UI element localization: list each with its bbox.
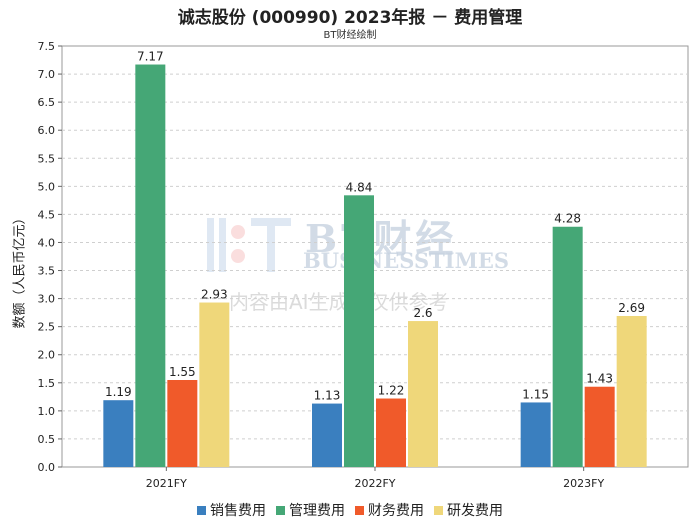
legend: 销售费用 管理费用 财务费用 研发费用 <box>0 500 700 520</box>
x-tick-label: 2022FY <box>354 477 395 490</box>
y-tick-label: 7.0 <box>38 68 56 81</box>
data-label: 7.17 <box>137 50 164 64</box>
data-label: 2.93 <box>201 288 228 302</box>
y-tick-label: 6.5 <box>38 96 56 109</box>
legend-item: 研发费用 <box>434 500 503 520</box>
legend-swatch <box>197 505 206 515</box>
y-tick-label: 1.5 <box>38 377 56 390</box>
y-axis-label: 数额（人民币亿元） <box>12 211 28 329</box>
bar <box>344 195 374 467</box>
bar <box>408 321 438 467</box>
bar <box>584 386 615 467</box>
legend-label: 研发费用 <box>447 503 503 519</box>
bar <box>616 316 647 467</box>
chart-title: 诚志股份 (000990) 2023年报 － 费用管理 <box>177 8 523 28</box>
legend-label: 管理费用 <box>289 503 345 519</box>
x-axis: 2021FY 2022FY 2023FY <box>146 467 604 490</box>
y-tick-label: 7.5 <box>38 40 56 53</box>
legend-swatch <box>276 505 285 515</box>
data-labels: 1.19 7.17 1.55 2.93 1.13 4.84 1.22 2.6 1.15 4.28 1… <box>105 50 645 403</box>
bar <box>376 398 406 467</box>
y-tick-label: 5.0 <box>38 180 56 193</box>
y-tick-label: 3.0 <box>38 293 56 306</box>
y-tick-label: 6.0 <box>38 124 56 137</box>
y-tick-label: 4.5 <box>38 208 56 221</box>
bars <box>103 64 647 468</box>
chart-subtitle: BT财经绘制 <box>323 30 377 41</box>
y-tick-label: 4.0 <box>38 236 56 249</box>
data-label: 2.69 <box>618 301 645 315</box>
y-tick-label: 1.0 <box>38 405 56 418</box>
data-label: 1.13 <box>314 389 341 403</box>
legend-label: 财务费用 <box>368 503 424 519</box>
legend-item: 财务费用 <box>355 500 424 520</box>
y-tick-label: 2.5 <box>38 321 56 334</box>
bar <box>135 64 166 468</box>
data-label: 1.22 <box>378 384 405 398</box>
legend-swatch <box>355 505 364 515</box>
y-tick-label: 3.5 <box>38 265 56 278</box>
data-label: 4.84 <box>346 180 373 194</box>
data-label: 1.15 <box>522 387 549 401</box>
x-tick-label: 2023FY <box>563 477 604 490</box>
data-label: 1.19 <box>105 385 132 399</box>
data-label: 2.6 <box>413 306 432 320</box>
bar <box>167 379 198 467</box>
y-axis: 0.0 0.5 1.0 1.5 2.0 2.5 3.0 3.5 4.0 4.5 5.0 5.5 6.0 6… <box>38 40 62 474</box>
y-tick-label: 0.5 <box>38 433 56 446</box>
y-axis-label-wrap: 数额（人民币亿元） <box>8 211 28 328</box>
y-tick-label: 2.0 <box>38 349 56 362</box>
legend-item: 销售费用 <box>197 500 266 520</box>
bar <box>552 226 583 467</box>
grid-lines <box>61 45 689 468</box>
data-label: 4.28 <box>554 212 581 226</box>
legend-item: 管理费用 <box>276 500 345 520</box>
legend-swatch <box>434 505 443 515</box>
bar <box>103 400 134 467</box>
legend-label: 销售费用 <box>210 503 266 519</box>
bar <box>520 402 551 467</box>
y-tick-label: 5.5 <box>38 152 56 165</box>
x-tick-label: 2021FY <box>146 477 187 490</box>
bar <box>199 302 230 467</box>
bar <box>312 403 342 467</box>
data-label: 1.55 <box>169 365 196 379</box>
y-tick-label: 0.0 <box>38 461 56 474</box>
data-label: 1.43 <box>586 372 613 386</box>
